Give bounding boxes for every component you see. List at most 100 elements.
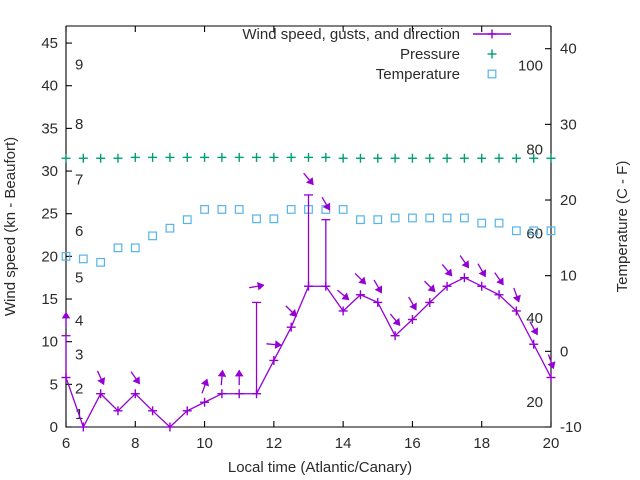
temperature-marker [390, 213, 400, 223]
wind-direction-arrowhead [289, 309, 297, 317]
wind-direction-arrowhead [200, 378, 210, 387]
legend-label-temperature: Temperature [376, 66, 460, 83]
right-tick-label: 30 [560, 116, 577, 133]
wind-direction-arrowhead [409, 302, 417, 311]
wind-direction-arrowhead [61, 311, 71, 319]
x-tick-label: 6 [62, 435, 70, 452]
temperature-marker [425, 213, 435, 223]
temperature-marker [217, 205, 227, 214]
y2-axis-title: Temperature (C - F) [614, 161, 631, 293]
right-axis: -10 0 10 20 30 40 [545, 41, 582, 436]
wind-direction-arrowhead [478, 269, 487, 278]
left-tick-label: 40 [41, 78, 58, 95]
wind-direction-arrowhead [306, 177, 314, 186]
wind-speed-line [65, 276, 552, 429]
wind-direction-arrowhead [427, 284, 436, 293]
temperature-marker [148, 231, 158, 241]
temperature-marker [529, 226, 539, 236]
left-tick-label: 5 [50, 376, 58, 393]
wind-direction-arrowhead [234, 369, 244, 377]
left-tick-label: 0 [50, 419, 58, 436]
temperature-marker [459, 213, 469, 223]
left-tick-label: 35 [41, 120, 58, 137]
wind-direction-arrowhead [547, 361, 556, 370]
temperature-marker [511, 226, 521, 236]
x-tick-label: 18 [473, 435, 490, 452]
temperature-marker [286, 205, 296, 214]
right-tick-label: 0 [560, 343, 568, 360]
temperature-marker [165, 223, 175, 233]
x-tick-label: 10 [196, 435, 213, 452]
temperature-marker [182, 215, 192, 225]
x-tick-label: 12 [266, 435, 283, 452]
temperature-marker [234, 205, 244, 214]
temperature-marker [338, 205, 348, 214]
wind-direction-arrowhead [257, 281, 265, 291]
y-axis-title: Wind speed (kn - Beaufort) [2, 137, 19, 316]
left-tick-label: 45 [41, 35, 58, 52]
wind-direction-arrowhead [392, 317, 401, 326]
beaufort-label: 5 [75, 270, 83, 287]
beaufort-label: 9 [75, 56, 83, 73]
series-wind [61, 194, 556, 432]
left-tick-label: 10 [41, 334, 58, 351]
left-tick-label: 25 [41, 206, 58, 223]
temperature-marker [78, 254, 88, 264]
fahrenheit-label: 20 [526, 394, 543, 411]
beaufort-label: 2 [75, 381, 83, 398]
x-tick-label: 8 [131, 435, 139, 452]
beaufort-label: 6 [75, 223, 83, 240]
temperature-marker [61, 251, 71, 261]
temperature-marker [373, 215, 383, 225]
wind-direction-arrowhead [322, 202, 331, 211]
fahrenheit-label: 60 [526, 225, 543, 242]
wind-direction-arrowhead [374, 285, 383, 294]
wind-direction-arrowhead [274, 340, 282, 349]
left-axis: 0 5 10 15 20 25 30 35 40 45 [41, 35, 72, 436]
temperature-marker [356, 215, 365, 225]
temperature-marker [96, 257, 106, 267]
temperature-marker [113, 243, 123, 253]
left-tick-label: 15 [41, 291, 58, 308]
wind-direction-arrowhead [97, 377, 106, 386]
left-tick-label: 20 [41, 248, 58, 265]
temperature-marker [546, 226, 556, 236]
x-tick-label: 16 [404, 435, 421, 452]
right-tick-label: -10 [560, 419, 582, 436]
left-tick-label: 30 [41, 163, 58, 180]
legend-label-wind: Wind speed, gusts, and direction [242, 26, 460, 43]
right-tick-label: 20 [560, 192, 577, 209]
temperature-marker [200, 205, 209, 214]
temperature-marker [442, 213, 452, 223]
beaufort-label: 7 [75, 172, 83, 189]
wind-direction-arrowhead [217, 369, 227, 377]
wind-direction-arrowhead [496, 277, 504, 286]
wind-direction-arrows [61, 172, 556, 394]
temperature-marker [408, 213, 417, 223]
fahrenheit-label: 80 [526, 141, 543, 158]
temperature-marker [252, 214, 261, 224]
right-tick-label: 40 [560, 41, 577, 58]
fahrenheit-label: 40 [526, 310, 543, 327]
wind-direction-arrowhead [461, 260, 470, 269]
temperature-marker [477, 218, 487, 228]
legend-label-pressure: Pressure [400, 46, 460, 63]
x-axis-title: Local time (Atlantic/Canary) [228, 459, 412, 476]
x-tick-label: 14 [335, 435, 352, 452]
beaufort-label: 8 [75, 116, 83, 133]
wind-direction-arrowhead [530, 327, 539, 336]
temperature-marker [130, 243, 140, 253]
wind-direction-arrowhead [358, 276, 367, 285]
beaufort-label: 3 [75, 346, 83, 363]
temperature-marker [494, 218, 504, 228]
x-tick-label: 20 [543, 435, 560, 452]
wind-direction-arrowhead [444, 268, 453, 277]
temperature-marker [269, 214, 279, 224]
fahrenheit-label: 100 [518, 57, 543, 74]
wind-direction-arrowhead [132, 376, 140, 385]
beaufort-label: 4 [75, 312, 83, 329]
right-tick-label: 10 [560, 268, 577, 285]
